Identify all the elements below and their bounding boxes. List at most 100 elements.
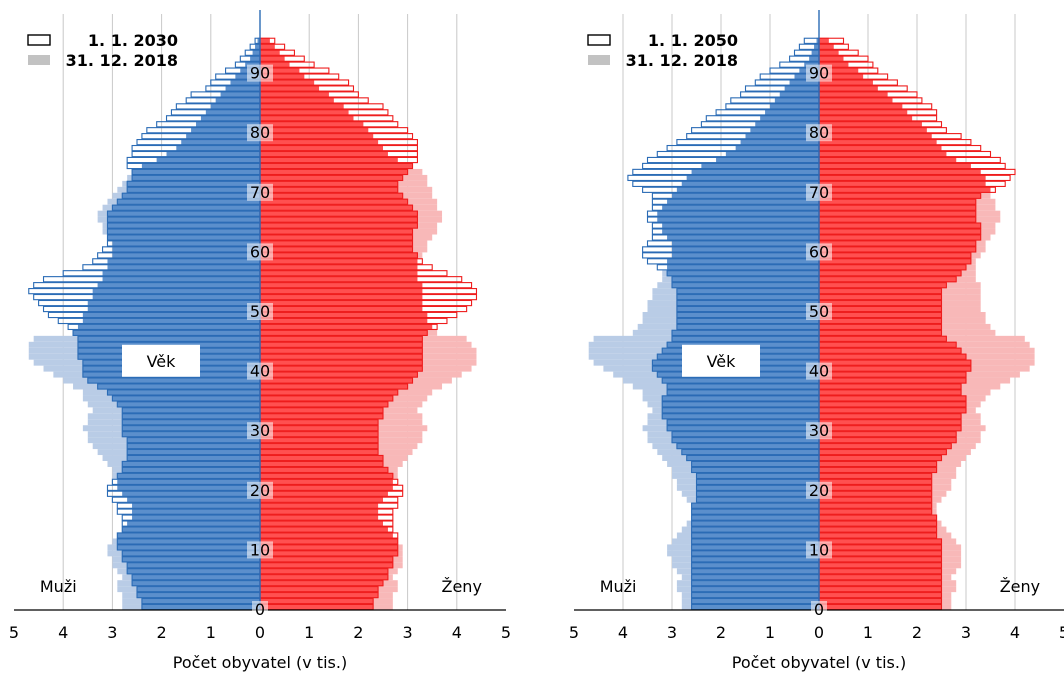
bar-female-projection-fill xyxy=(260,49,280,56)
bar-female-projection-fill xyxy=(260,562,393,569)
bar-female-projection-fill xyxy=(260,294,423,301)
x-tick-label: 4 xyxy=(58,623,68,642)
bar-female-projection-fill xyxy=(260,496,383,503)
bar-male-projection-fill xyxy=(257,37,260,44)
bar-female-projection-fill xyxy=(260,300,423,307)
bar-female-projection-fill xyxy=(819,544,942,551)
bar-male-projection-fill xyxy=(97,383,260,390)
bar-male-projection-fill xyxy=(816,37,819,44)
age-tick-label: 70 xyxy=(250,183,270,202)
bar-female-projection-fill xyxy=(260,353,423,360)
bar-female-projection-fill xyxy=(260,598,374,605)
bar-male-projection-fill xyxy=(691,604,819,610)
bar-male-projection-fill xyxy=(252,49,260,56)
bar-female-projection-fill xyxy=(260,61,290,68)
bar-male-projection-fill xyxy=(662,395,819,402)
bar-female-projection-fill xyxy=(260,437,379,444)
bar-male-projection-fill xyxy=(82,312,260,318)
bar-male-projection-fill xyxy=(82,317,260,324)
bar-female-projection-fill xyxy=(260,395,393,402)
bar-male-projection-fill xyxy=(676,323,819,330)
bar-male-projection-fill xyxy=(725,151,819,158)
bar-male-projection-fill xyxy=(774,97,819,104)
bar-female-projection-fill xyxy=(260,389,398,396)
bar-female-projection-fill xyxy=(819,133,932,140)
bar-male-projection-fill xyxy=(662,413,819,420)
bar-female-projection-fill xyxy=(819,228,981,235)
x-tick-label: 3 xyxy=(667,623,677,642)
bar-female-projection-fill xyxy=(260,79,315,86)
x-tick-label: 5 xyxy=(569,623,579,642)
bar-female-projection-fill xyxy=(819,67,859,74)
bar-female-projection-fill xyxy=(260,216,418,223)
bar-male-projection-fill xyxy=(117,198,260,205)
age-tick-backdrop xyxy=(252,601,268,618)
bar-female-projection-fill xyxy=(819,407,966,414)
bar-female-projection-fill xyxy=(819,85,878,92)
age-tick-backdrop xyxy=(806,541,832,559)
age-tick-label: 10 xyxy=(809,540,829,559)
bar-male-projection-fill xyxy=(92,288,260,295)
bar-female-projection-fill xyxy=(260,180,398,187)
bar-female-projection-fill xyxy=(260,127,369,134)
bar-male-projection-fill xyxy=(765,109,819,116)
bar-male-projection-fill xyxy=(691,168,819,175)
bar-female-projection-fill xyxy=(819,157,957,163)
bar-female-projection-fill xyxy=(260,574,388,581)
bar-female-projection-fill xyxy=(260,490,388,497)
bar-male-projection-fill xyxy=(215,97,260,104)
bar-male-projection-fill xyxy=(672,276,819,283)
bar-female-projection-fill xyxy=(260,472,393,479)
bar-female-projection-fill xyxy=(260,550,398,557)
bar-male-projection-fill xyxy=(662,204,819,211)
legend-label-projection: 1. 1. 2030 xyxy=(88,31,178,50)
age-tick-backdrop xyxy=(247,541,273,559)
age-label: Věk xyxy=(707,352,737,371)
bar-male-projection-fill xyxy=(132,514,260,521)
bar-male-projection-fill xyxy=(117,532,260,539)
legend-swatch-projection xyxy=(587,34,611,46)
x-tick-label: 3 xyxy=(403,623,413,642)
age-label-box xyxy=(122,344,200,377)
bar-male-projection-fill xyxy=(132,580,260,587)
bar-male-projection-fill xyxy=(691,532,819,539)
bar-male-projection-fill xyxy=(691,502,819,509)
bar-female-projection-fill xyxy=(819,306,942,312)
bar-female-projection-fill xyxy=(819,246,976,253)
x-axis-label: Počet obyvatel (v tis.) xyxy=(173,653,347,672)
age-tick-backdrop xyxy=(806,183,832,201)
bar-male-projection-fill xyxy=(657,210,819,217)
bar-female-projection-fill xyxy=(819,562,942,569)
bar-female-projection-fill xyxy=(819,294,942,301)
bar-female-projection-fill xyxy=(260,246,413,253)
bar-male-projection-fill xyxy=(676,306,819,312)
bar-male-projection-fill xyxy=(676,288,819,295)
female-label: Ženy xyxy=(1000,577,1040,596)
bar-male-projection-fill xyxy=(662,407,819,414)
bar-female-projection-fill xyxy=(819,592,942,599)
age-tick-backdrop xyxy=(806,362,832,380)
bar-male-projection-fill xyxy=(112,395,261,402)
bar-female-projection-fill xyxy=(819,210,976,217)
bar-male-projection-fill xyxy=(691,556,819,563)
x-tick-label: 4 xyxy=(1010,623,1020,642)
bar-male-projection-fill xyxy=(122,407,261,414)
bar-female-projection-fill xyxy=(260,586,379,593)
bar-male-projection-fill xyxy=(141,598,260,605)
bar-male-projection-fill xyxy=(696,496,819,503)
bar-female-projection-fill xyxy=(819,490,932,497)
bar-female-projection-fill xyxy=(260,157,398,163)
bar-female-projection-fill xyxy=(819,151,947,158)
bar-female-projection-fill xyxy=(819,276,957,283)
bar-male-projection-fill xyxy=(691,461,819,467)
bar-male-projection-fill xyxy=(672,192,819,199)
bar-male-projection-fill xyxy=(740,139,819,146)
bar-male-projection-fill xyxy=(127,437,260,444)
bar-male-projection-fill xyxy=(200,115,260,122)
age-tick-backdrop xyxy=(247,183,273,201)
age-tick-backdrop xyxy=(247,124,273,142)
bar-female-projection-fill xyxy=(819,389,962,396)
